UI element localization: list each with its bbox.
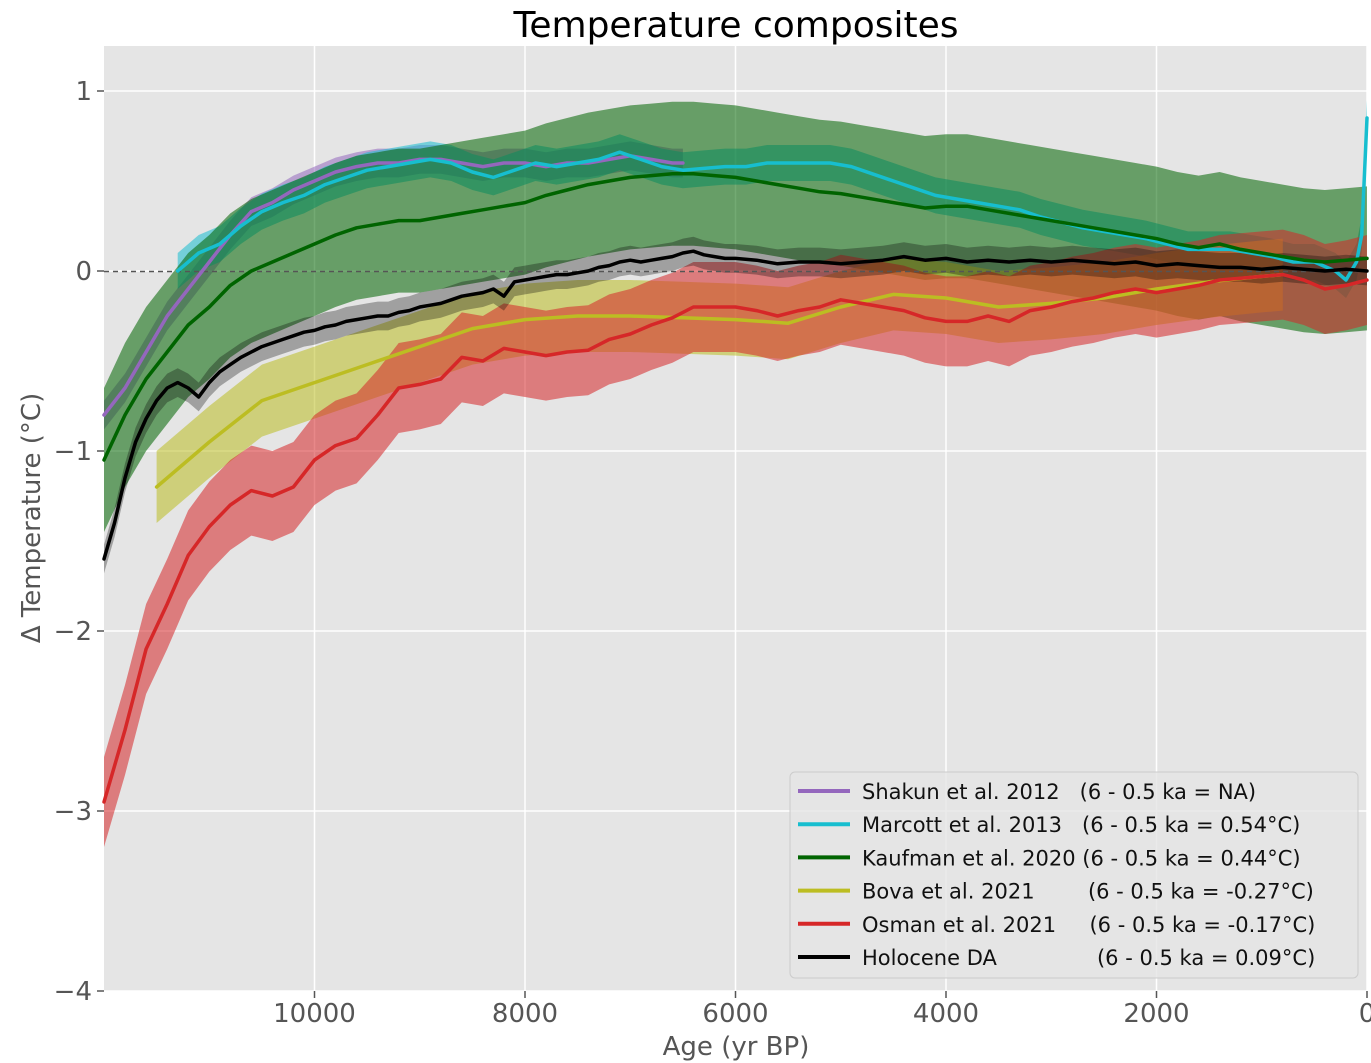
y-tick-label: −4 [54, 977, 92, 1007]
y-tick-label: 0 [75, 257, 92, 287]
kaufman-et-al-2020-line [102, 172, 1369, 462]
osman-et-al-2021-line [102, 272, 1369, 804]
y-axis-ticks: 1 0 −1 −2 −3 −4 [54, 77, 104, 1007]
x-tick-label: 0 [1359, 999, 1371, 1029]
osman-et-al-2021-legend-label: Osman et al. 2021 (6 - 0.5 ka = -0.17°C) [862, 913, 1315, 937]
marcott-et-al-2013-legend-label: Marcott et al. 2013 (6 - 0.5 ka = 0.54°C… [862, 813, 1300, 837]
x-axis-ticks: 10000 8000 6000 4000 2000 0 [273, 991, 1371, 1029]
y-tick-label: −2 [54, 617, 92, 647]
bova-et-al-2021-line [154, 272, 1285, 489]
bova-et-al-2021-legend-label: Bova et al. 2021 (6 - 0.5 ka = -0.27°C) [862, 880, 1314, 904]
x-tick-label: 2000 [1123, 999, 1189, 1029]
x-axis-label: Age (yr BP) [663, 1032, 810, 1062]
shakun-et-al-2012-legend-label: Shakun et al. 2012 (6 - 0.5 ka = NA) [862, 780, 1256, 804]
x-tick-label: 4000 [913, 999, 979, 1029]
series-lines [102, 116, 1369, 804]
legend-box [789, 771, 1359, 979]
x-tick-label: 6000 [702, 999, 768, 1029]
x-tick-label: 10000 [273, 999, 356, 1029]
y-tick-label: −3 [54, 797, 92, 827]
marcott-et-al-2013-line [175, 116, 1369, 282]
y-tick-label: 1 [75, 77, 92, 107]
shakun-et-al-2012-line [102, 154, 685, 417]
holocene-da-legend-label: Holocene DA (6 - 0.5 ka = 0.09°C) [862, 946, 1315, 970]
x-tick-label: 8000 [492, 999, 558, 1029]
y-tick-label: −1 [54, 437, 92, 467]
legend: Shakun et al. 2012 (6 - 0.5 ka = NA) Marc… [789, 771, 1359, 979]
kaufman-et-al-2020-legend-label: Kaufman et al. 2020 (6 - 0.5 ka = 0.44°C… [862, 846, 1301, 870]
chart-title: Temperature composites [512, 5, 958, 46]
holocene-da-line [102, 249, 1369, 561]
y-axis-label: Δ Temperature (°C) [17, 393, 47, 643]
kaufman-et-al-2020-band [104, 101, 1367, 533]
holocene-da-band [104, 236, 1367, 574]
